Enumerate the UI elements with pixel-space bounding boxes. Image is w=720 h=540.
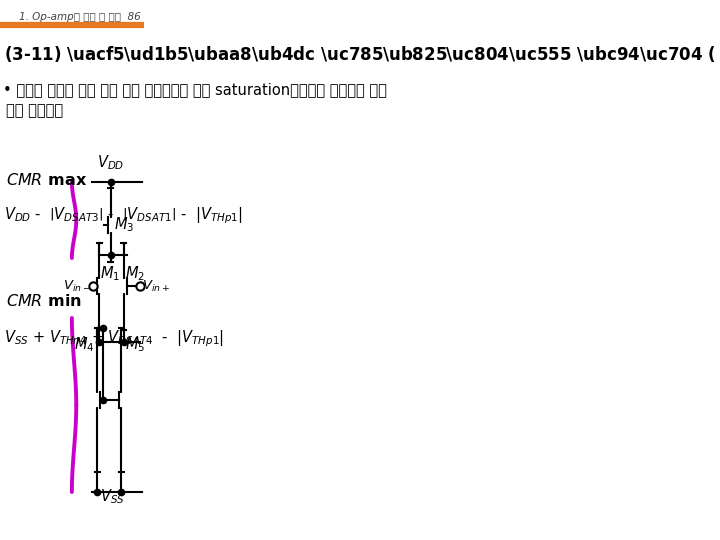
Text: 1. Op-amp의 구조 및 특성  86: 1. Op-amp의 구조 및 특성 86 bbox=[19, 12, 140, 22]
Text: $\mathit{CMR}$ min: $\mathit{CMR}$ min bbox=[6, 293, 81, 309]
Text: $M_1$: $M_1$ bbox=[100, 265, 120, 284]
Text: $V_{DD}$ -  $\left|V_{DSAT3}\right|$ -  $\left|V_{DSAT1}\right|$ -  $\left|V_{TH: $V_{DD}$ - $\left|V_{DSAT3}\right|$ - $\… bbox=[4, 205, 243, 226]
Text: $\mathit{CMR}$ max: $\mathit{CMR}$ max bbox=[6, 172, 87, 188]
Text: $V_{DD}$: $V_{DD}$ bbox=[97, 153, 125, 172]
Text: 입력 전압범위: 입력 전압범위 bbox=[6, 103, 63, 118]
Text: $V_{in+}$: $V_{in+}$ bbox=[142, 279, 170, 294]
Text: (3-11) \uacf5\ud1b5\ubaa8\ub4dc \uc785\ub825\uc804\uc555 \ubc94\uc704 ( Input co: (3-11) \uacf5\ud1b5\ubaa8\ub4dc \uc785\u… bbox=[4, 44, 720, 66]
Text: $M_4$: $M_4$ bbox=[73, 336, 94, 354]
Text: $V_{in-}$: $V_{in-}$ bbox=[63, 279, 91, 294]
Text: $M_5$: $M_5$ bbox=[125, 336, 145, 354]
Text: $V_{SS}$: $V_{SS}$ bbox=[101, 487, 125, 506]
Text: $M_2$: $M_2$ bbox=[125, 265, 145, 284]
Text: $V_{SS}$ + $V_{THn4}$ + $V_{DSAT4}$  -  $\left|V_{THp1}\right|$: $V_{SS}$ + $V_{THn4}$ + $V_{DSAT4}$ - $\… bbox=[4, 328, 225, 349]
Text: $M_3$: $M_3$ bbox=[114, 215, 135, 234]
Text: • 최대의 이득을 얻기 위해 모든 트랜지스터 들이 saturation영역에서 동작하기 위한: • 최대의 이득을 얻기 위해 모든 트랜지스터 들이 saturation영역… bbox=[3, 82, 387, 97]
